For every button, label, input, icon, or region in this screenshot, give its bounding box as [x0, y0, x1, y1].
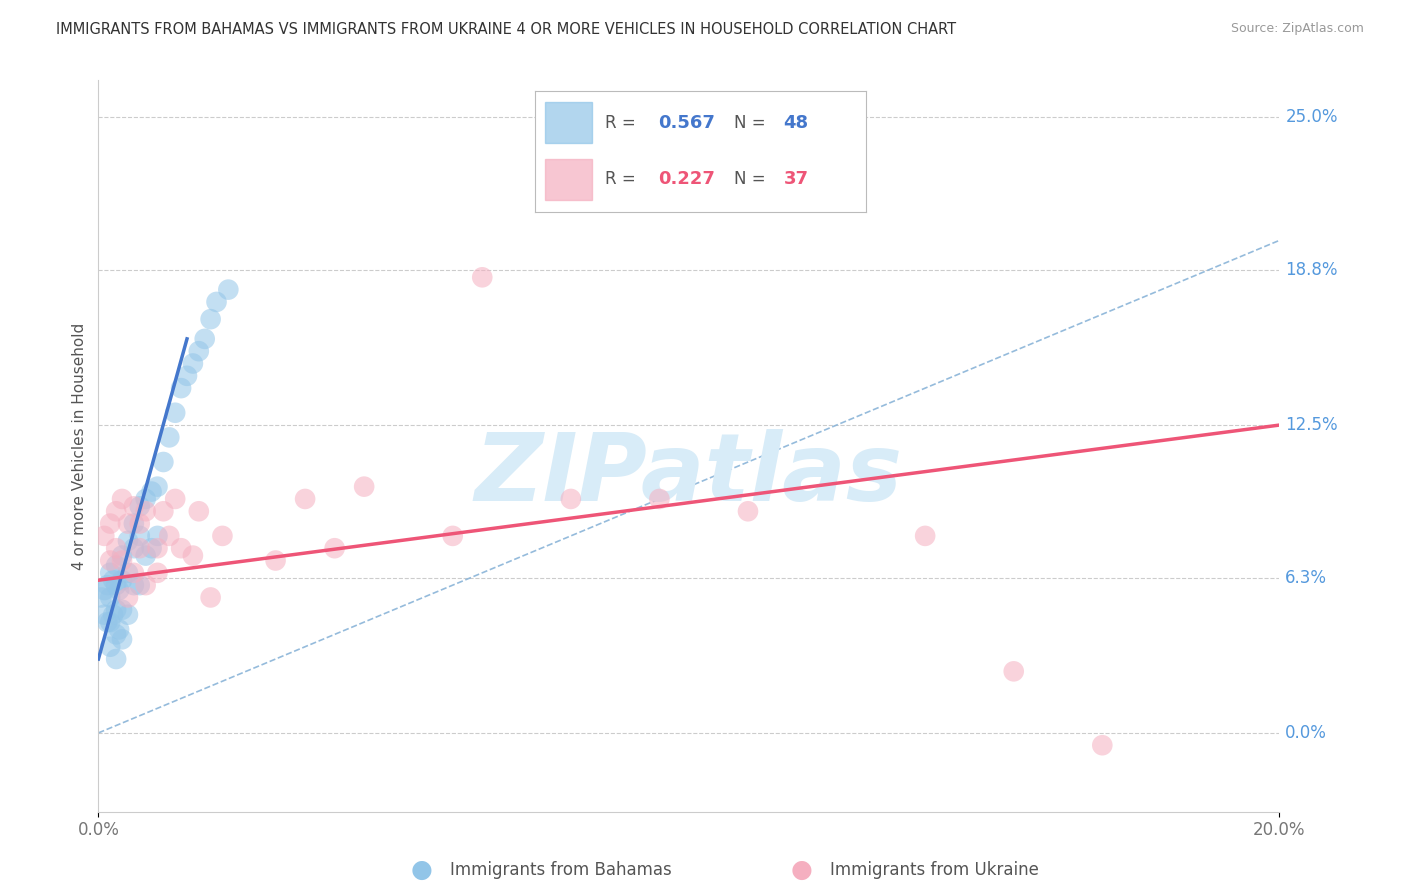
Point — [135, 549, 157, 563]
Point — [117, 533, 139, 548]
Point — [98, 566, 121, 580]
Point — [128, 578, 150, 592]
Point — [471, 270, 494, 285]
Point — [122, 500, 145, 514]
Point — [194, 332, 217, 346]
Point — [217, 283, 239, 297]
Point — [135, 578, 157, 592]
Text: ZIPatlas: ZIPatlas — [475, 429, 903, 521]
Point — [146, 529, 169, 543]
Point — [353, 480, 375, 494]
Text: ●: ● — [411, 858, 433, 881]
Point — [108, 583, 131, 598]
Text: 18.8%: 18.8% — [1285, 261, 1339, 279]
Point — [122, 566, 145, 580]
Point — [105, 627, 128, 641]
Point — [176, 368, 198, 383]
Point — [170, 381, 193, 395]
Point — [111, 491, 134, 506]
Point — [128, 516, 150, 531]
Point — [93, 583, 115, 598]
Point — [141, 484, 163, 499]
Point — [117, 607, 139, 622]
Text: ●: ● — [790, 858, 813, 881]
Point — [117, 516, 139, 531]
Point — [98, 640, 121, 654]
Point — [441, 529, 464, 543]
Point — [105, 504, 128, 518]
Point — [98, 553, 121, 567]
Point — [737, 504, 759, 518]
Point — [141, 541, 163, 556]
Point — [98, 591, 121, 605]
Point — [98, 516, 121, 531]
Text: 6.3%: 6.3% — [1285, 569, 1327, 587]
Point — [135, 491, 157, 506]
Point — [323, 541, 346, 556]
Text: 12.5%: 12.5% — [1285, 416, 1339, 434]
Point — [187, 504, 209, 518]
Point — [111, 603, 134, 617]
Point — [105, 652, 128, 666]
Point — [128, 529, 150, 543]
Point — [117, 591, 139, 605]
Point — [170, 541, 193, 556]
Point — [96, 578, 118, 592]
Point — [157, 529, 180, 543]
Point — [211, 529, 233, 543]
Point — [200, 591, 222, 605]
Point — [200, 312, 222, 326]
Point — [103, 607, 125, 622]
Point — [914, 529, 936, 543]
Point — [111, 573, 134, 587]
Point — [135, 504, 157, 518]
Point — [1091, 738, 1114, 752]
Text: Immigrants from Ukraine: Immigrants from Ukraine — [830, 861, 1039, 879]
Point — [108, 623, 131, 637]
Point — [117, 566, 139, 580]
Point — [111, 549, 134, 563]
Point — [146, 541, 169, 556]
Point — [122, 516, 145, 531]
Point — [122, 578, 145, 592]
Point — [648, 491, 671, 506]
Point — [165, 406, 187, 420]
Point — [264, 553, 287, 567]
Point — [152, 504, 174, 518]
Point — [103, 573, 125, 587]
Point — [111, 553, 134, 567]
Point — [98, 615, 121, 629]
Point — [93, 529, 115, 543]
Point — [181, 549, 204, 563]
Point — [205, 294, 228, 309]
Text: Immigrants from Bahamas: Immigrants from Bahamas — [450, 861, 672, 879]
Point — [90, 591, 112, 605]
Point — [105, 578, 128, 592]
Point — [146, 480, 169, 494]
Point — [105, 558, 128, 573]
Point — [181, 357, 204, 371]
Point — [105, 541, 128, 556]
Point — [128, 541, 150, 556]
Y-axis label: 4 or more Vehicles in Household: 4 or more Vehicles in Household — [72, 322, 87, 570]
Point — [294, 491, 316, 506]
Point — [93, 607, 115, 622]
Point — [146, 566, 169, 580]
Text: 25.0%: 25.0% — [1285, 108, 1339, 127]
Point — [122, 541, 145, 556]
Text: 0.0%: 0.0% — [1285, 724, 1327, 742]
Text: Source: ZipAtlas.com: Source: ZipAtlas.com — [1230, 22, 1364, 36]
Point — [560, 491, 582, 506]
Text: IMMIGRANTS FROM BAHAMAS VS IMMIGRANTS FROM UKRAINE 4 OR MORE VEHICLES IN HOUSEHO: IMMIGRANTS FROM BAHAMAS VS IMMIGRANTS FR… — [56, 22, 956, 37]
Point — [111, 632, 134, 647]
Point — [165, 491, 187, 506]
Point — [96, 615, 118, 629]
Point — [157, 430, 180, 444]
Point — [187, 344, 209, 359]
Point — [1002, 665, 1025, 679]
Point — [128, 500, 150, 514]
Point — [152, 455, 174, 469]
Point — [105, 603, 128, 617]
